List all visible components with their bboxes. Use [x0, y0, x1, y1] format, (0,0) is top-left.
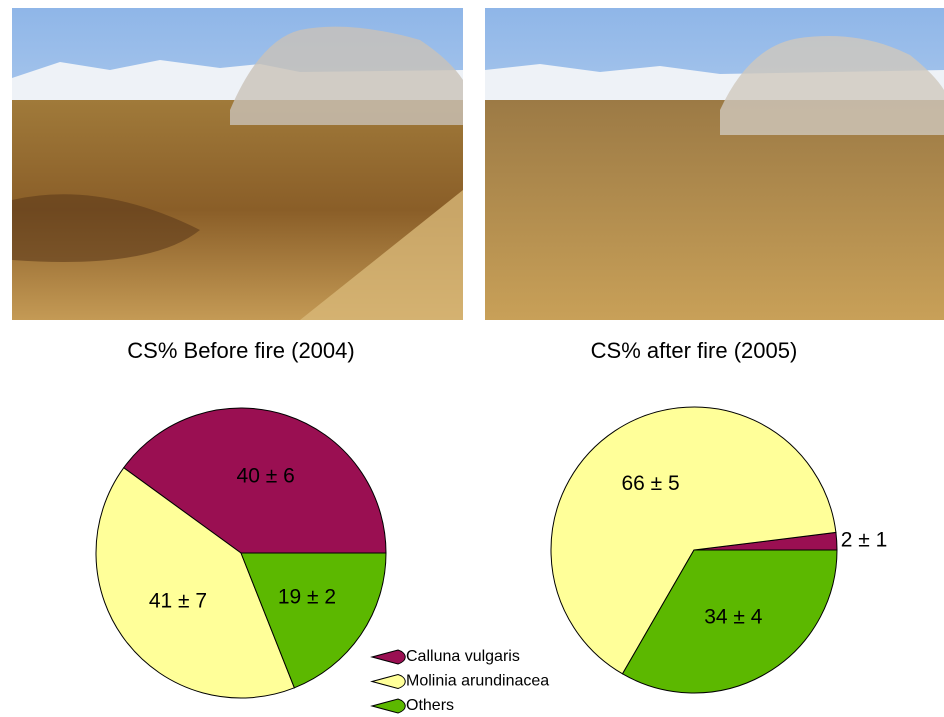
slice-label: 66 ± 5: [621, 472, 679, 495]
legend: Calluna vulgaris Molinia arundinacea Other…: [370, 648, 549, 714]
chart-title: CS% Before fire (2004): [127, 338, 354, 363]
pie-slice: [95, 467, 296, 699]
slice-label: 34 ± 4: [704, 606, 763, 629]
photo-after: [485, 8, 944, 320]
chart-title: CS% after fire (2005): [591, 338, 798, 363]
pie-slice: [240, 552, 387, 689]
slice-label: 19 ± 2: [278, 585, 336, 608]
legend-marker: [370, 649, 406, 665]
pie-slice: [550, 406, 837, 675]
photo-before: [12, 8, 463, 320]
pie-slice: [122, 407, 387, 554]
legend-label: Molinia arundinacea: [406, 673, 549, 690]
legend-marker: [370, 698, 406, 714]
slice-label: 2 ± 1: [841, 528, 888, 551]
pie-slice: [621, 549, 838, 694]
legend-label: Others: [406, 697, 454, 714]
slice-label: 41 ± 7: [149, 589, 207, 612]
legend-marker: [370, 673, 406, 690]
legend-label: Calluna vulgaris: [406, 648, 520, 665]
slice-label: 40 ± 6: [237, 465, 295, 488]
